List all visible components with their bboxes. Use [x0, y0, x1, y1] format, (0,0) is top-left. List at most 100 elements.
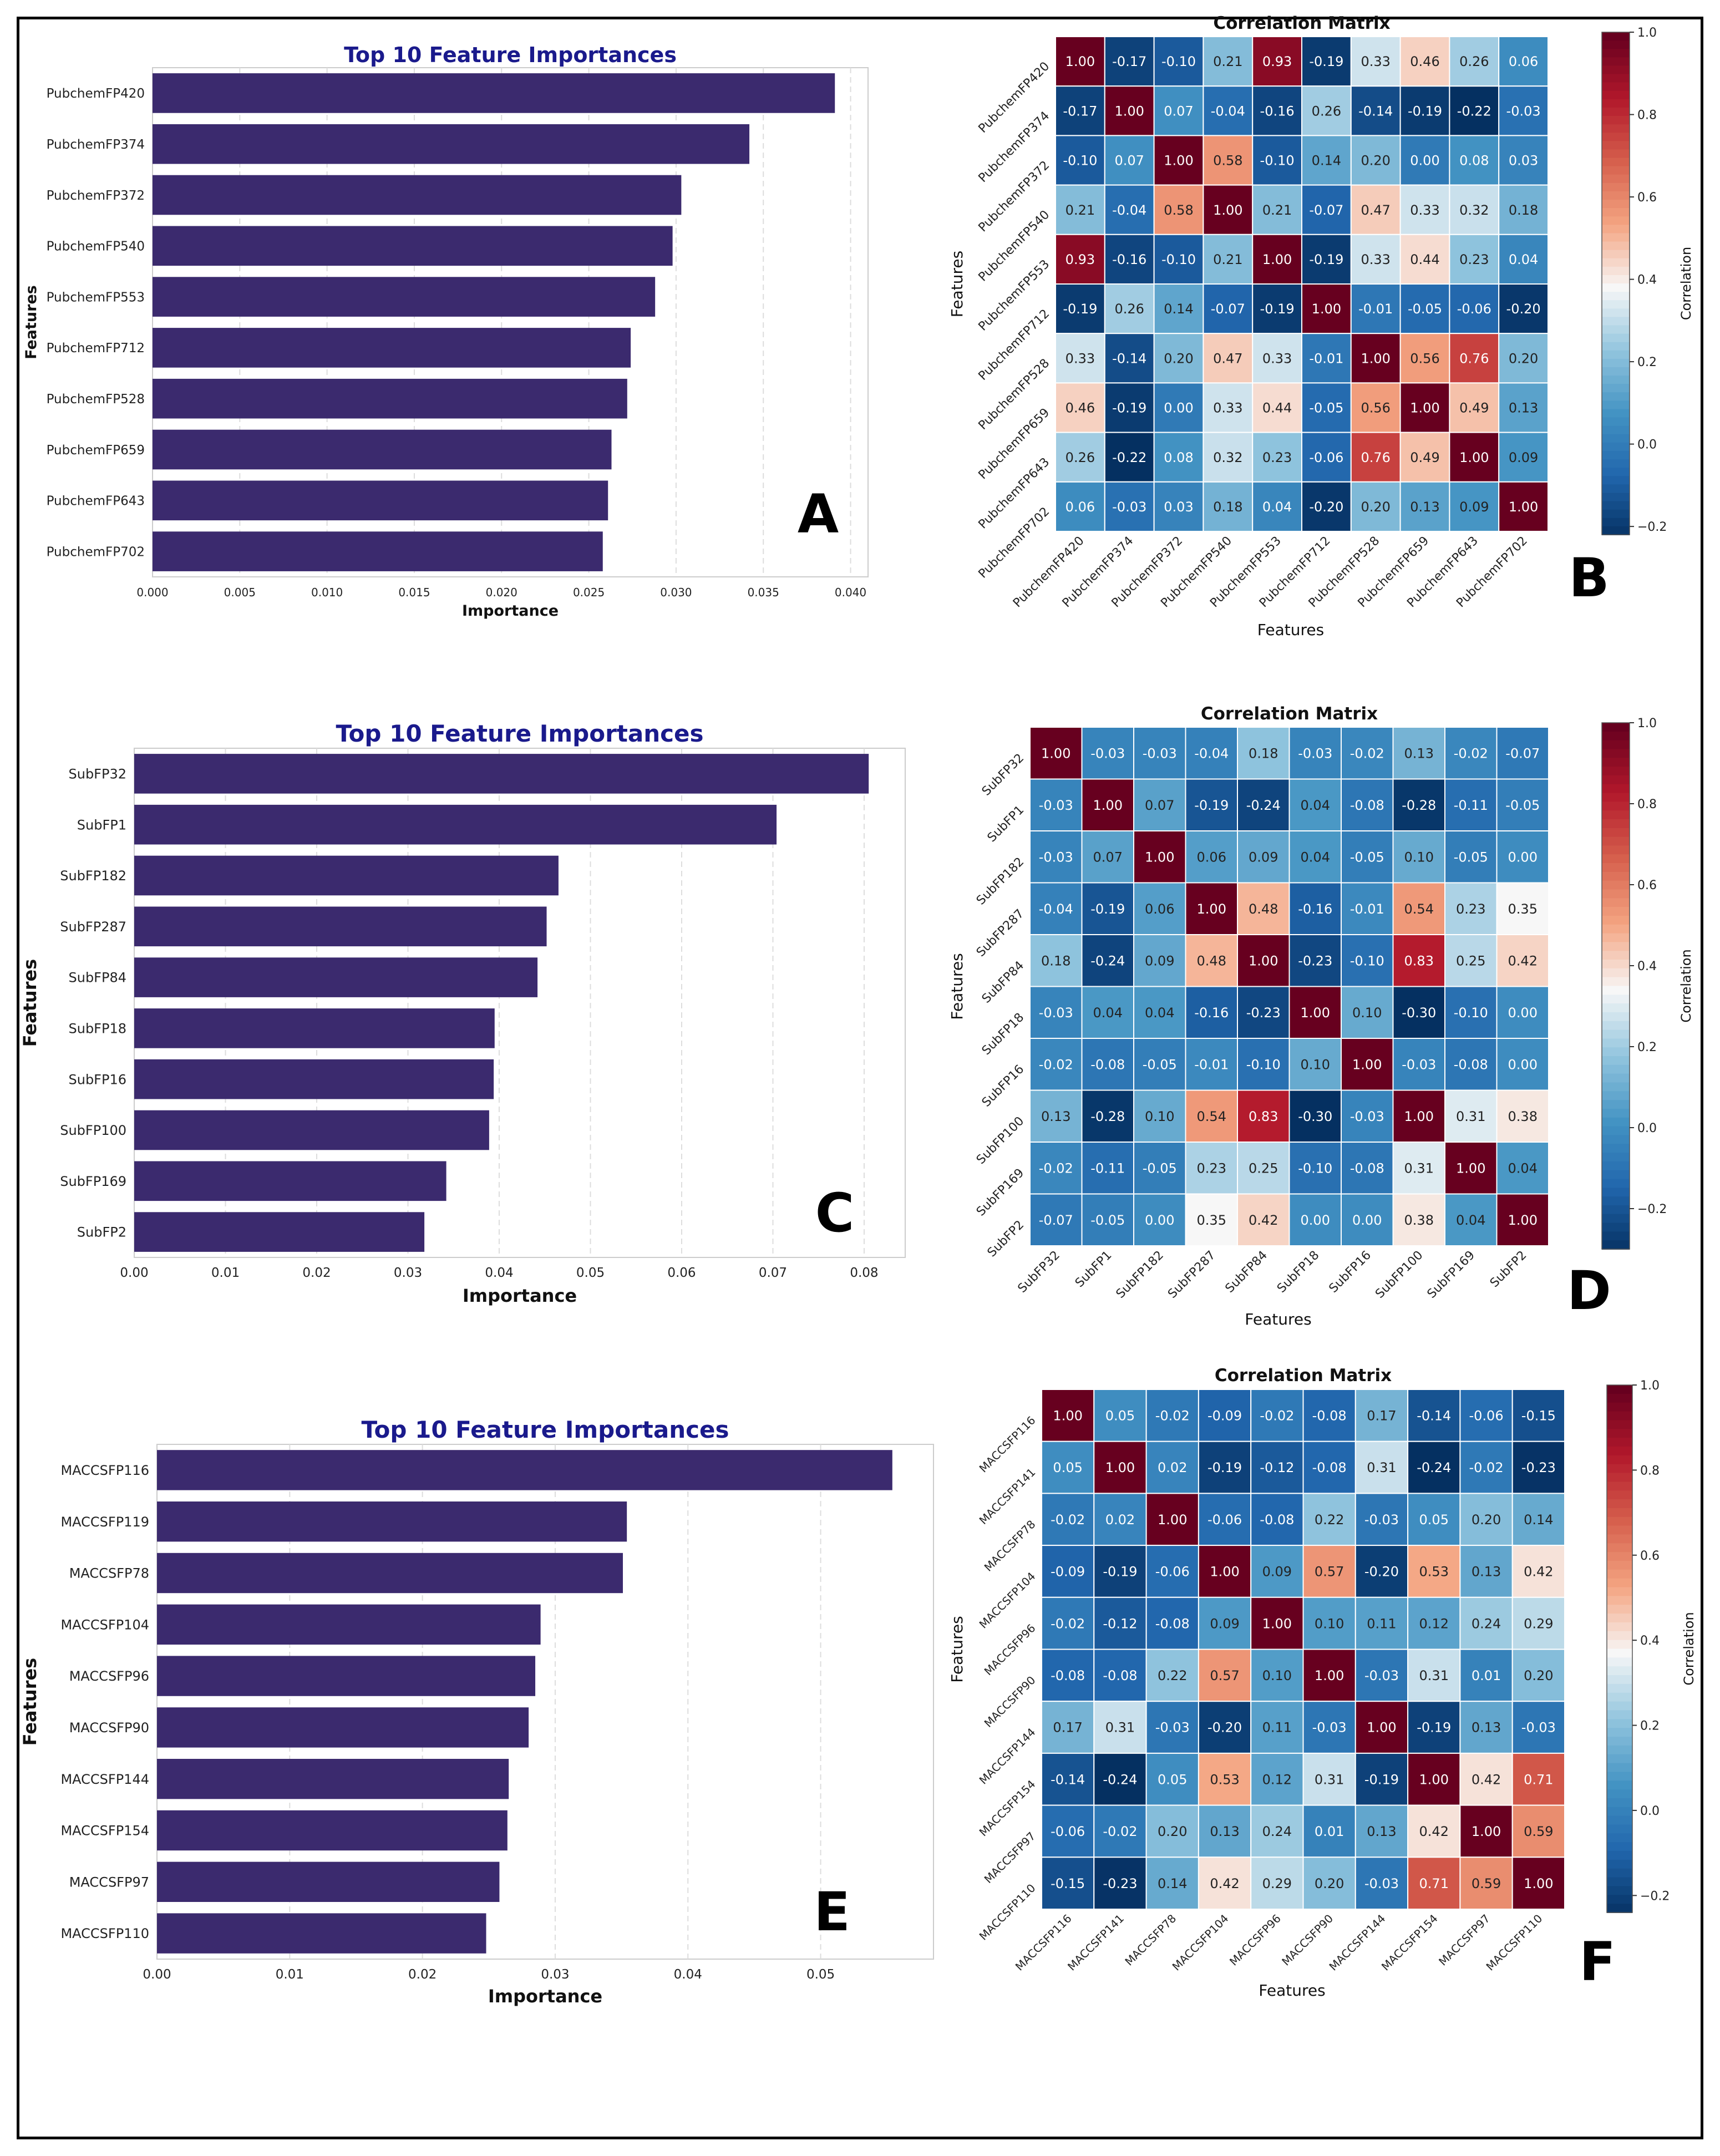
cell-value: 0.58 [1213, 153, 1242, 169]
colorbar-segment [1602, 863, 1630, 872]
colorbar-segment [1602, 907, 1630, 916]
colorbar-segment [1602, 74, 1630, 83]
cell-value: 0.07 [1164, 103, 1193, 119]
cell-value: 0.54 [1197, 1109, 1226, 1124]
x-tick-label: 0.005 [224, 586, 256, 599]
colorbar-segment [1602, 90, 1630, 100]
category-label: PubchemFP528 [47, 392, 145, 407]
colorbar-segment [1607, 1904, 1632, 1913]
x-tick-label: 0.00 [143, 1967, 171, 1982]
colorbar-segment [1602, 392, 1630, 402]
colorbar-segment [1602, 1170, 1630, 1180]
colorbar-segment [1607, 1622, 1632, 1632]
x-tick-label: 0.035 [748, 586, 779, 599]
column-label: MACCSFP78 [1122, 1912, 1179, 1969]
cell-value: 0.18 [1213, 499, 1242, 515]
colorbar-segment [1602, 300, 1630, 310]
colorbar-segment [1607, 1754, 1632, 1764]
bar [153, 73, 835, 113]
heatmap-cell [1511, 1440, 1565, 1494]
y-axis-label: Features [23, 285, 40, 359]
category-label: MACCSFP78 [69, 1566, 149, 1581]
cell-value: 1.00 [1315, 1668, 1344, 1683]
cell-value: 1.00 [1301, 1005, 1330, 1021]
cell-value: -0.08 [1350, 798, 1384, 813]
heatmap-cell [1093, 1545, 1147, 1598]
heatmap-cell [1302, 1493, 1356, 1546]
colorbar-segment [1607, 1605, 1632, 1615]
x-axis-label: Features [1245, 1310, 1311, 1328]
bar [153, 328, 631, 368]
cell-value: 0.09 [1262, 1564, 1292, 1580]
heatmap-cell [1511, 1701, 1565, 1754]
cell-value: -0.28 [1090, 1109, 1125, 1124]
heatmap-cell [1185, 934, 1238, 987]
bar [157, 1759, 509, 1799]
cell-value: 0.03 [1164, 499, 1193, 515]
colorbar-segment [1602, 801, 1630, 811]
colorbar-segment [1602, 133, 1630, 142]
colorbar-segment [1602, 384, 1630, 393]
cell-value: -0.03 [1039, 849, 1073, 865]
heatmap-cell [1350, 135, 1401, 186]
colorbar-segment [1607, 1666, 1632, 1676]
cell-value: 0.49 [1459, 400, 1489, 416]
heatmap-cell [1133, 882, 1186, 935]
bar [153, 175, 682, 215]
colorbar-segment [1602, 141, 1630, 150]
heatmap-cell [1055, 432, 1105, 483]
cell-value: -0.10 [1246, 1057, 1281, 1072]
cell-value: -0.09 [1207, 1408, 1242, 1423]
x-tick-label: 0.030 [660, 586, 692, 599]
cell-value: 0.48 [1249, 901, 1278, 917]
column-label: MACCSFP90 [1279, 1912, 1336, 1969]
colorbar-segment [1602, 258, 1630, 267]
colorbar-segment [1602, 1240, 1630, 1250]
colorbar-frame [1606, 1384, 1633, 1913]
cell-value: 1.00 [1093, 798, 1123, 813]
cell-value: 0.42 [1524, 1564, 1553, 1580]
colorbar-segment [1602, 40, 1630, 50]
panel-letter: E [814, 1881, 850, 1943]
x-tick-label: 0.00 [120, 1266, 148, 1280]
cell-value: -0.14 [1417, 1408, 1451, 1423]
cell-value: 0.31 [1456, 1109, 1485, 1124]
colorbar-segment [1602, 208, 1630, 217]
colorbar-tick-label: 0.2 [1637, 1041, 1657, 1054]
colorbar-segment [1607, 1868, 1632, 1878]
heatmap-cell [1104, 36, 1155, 87]
cell-value: 0.13 [1472, 1564, 1501, 1580]
cell-value: 0.13 [1509, 400, 1538, 416]
colorbar-tick-label: 1.0 [1640, 1379, 1660, 1393]
panel-letter: F [1579, 1931, 1616, 1993]
heatmap-cell [1399, 85, 1450, 136]
cell-value: -0.04 [1039, 901, 1073, 917]
column-label: SubFP182 [1114, 1249, 1166, 1301]
bar [153, 277, 656, 317]
chart-title: Top 10 Feature Importances [336, 720, 703, 747]
cell-value: -0.09 [1051, 1564, 1085, 1580]
cell-value: 0.31 [1419, 1668, 1449, 1683]
colorbar-segment [1607, 1683, 1632, 1693]
heatmap-cell [1449, 382, 1500, 433]
cell-value: 0.33 [1361, 252, 1390, 267]
category-label: PubchemFP540 [47, 240, 145, 254]
colorbar-segment [1607, 1710, 1632, 1720]
heatmap-cell [1350, 382, 1401, 433]
category-label: MACCSFP154 [60, 1823, 149, 1839]
colorbar-segment [1607, 1473, 1632, 1483]
cell-value: -0.08 [1090, 1057, 1125, 1072]
heatmap-cell [1496, 986, 1549, 1039]
heatmap-cell [1041, 1440, 1095, 1494]
bar [157, 1553, 623, 1594]
cell-value: -0.05 [1454, 849, 1488, 865]
colorbar-segment [1602, 451, 1630, 460]
cell-value: -0.24 [1103, 1772, 1137, 1787]
colorbar-segment [1602, 1038, 1630, 1048]
cell-value: -0.23 [1246, 1005, 1281, 1021]
cell-value: 0.56 [1410, 351, 1439, 366]
colorbar-label: Correlation [1678, 247, 1694, 320]
heatmap-cell [1511, 1493, 1565, 1546]
column-label: SubFP18 [1275, 1249, 1322, 1296]
